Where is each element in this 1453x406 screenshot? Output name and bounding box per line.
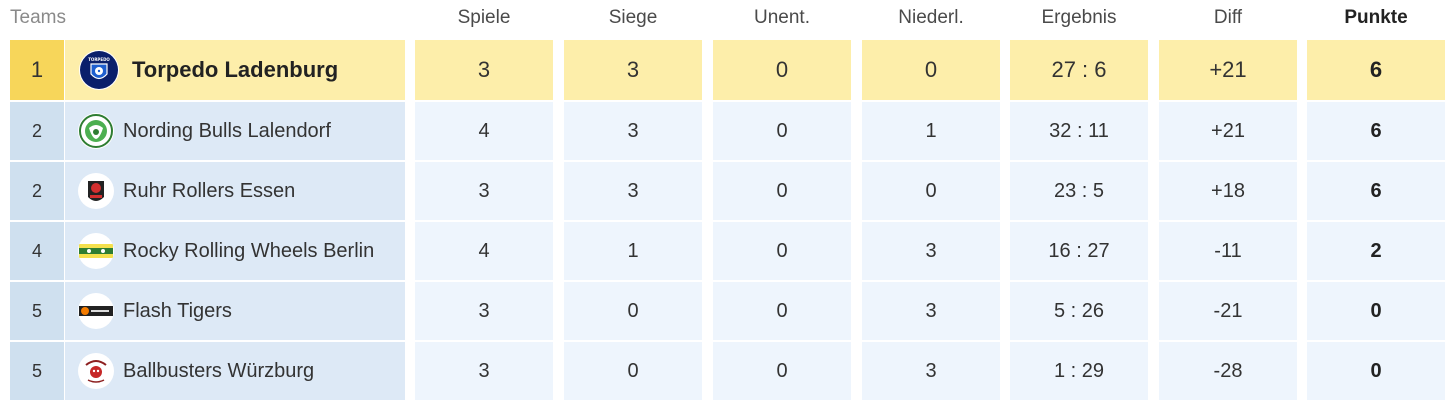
team-name[interactable]: Torpedo Ladenburg [132, 57, 339, 82]
nording-bulls-logo [78, 113, 114, 149]
niederl-value: 3 [862, 342, 1000, 400]
header-diff[interactable]: Diff [1213, 7, 1243, 28]
spiele-value: 3 [415, 342, 553, 400]
diff-value: -28 [1159, 342, 1297, 400]
unent-value: 0 [713, 282, 851, 340]
ergebnis-value: 32 : 11 [1010, 102, 1148, 160]
flash-tigers-logo [78, 293, 114, 329]
table-row[interactable]: 4 Rocky Rolling Wheels Berlin 4 1 0 3 16… [0, 222, 1453, 280]
team-name[interactable]: Flash Tigers [123, 300, 232, 322]
rank: 1 [10, 40, 64, 100]
punkte-value: 6 [1307, 162, 1445, 220]
punkte-value: 0 [1307, 282, 1445, 340]
team-name[interactable]: Rocky Rolling Wheels Berlin [123, 240, 375, 262]
spiele-value: 3 [415, 162, 553, 220]
table-header: Teams Spiele Siege Unent. Niederl. Ergeb… [0, 0, 1453, 36]
rank: 4 [10, 222, 64, 280]
niederl-value: 3 [862, 282, 1000, 340]
diff-value: +18 [1159, 162, 1297, 220]
team-cell[interactable]: Ruhr Rollers Essen [65, 162, 405, 220]
unent-value: 0 [713, 40, 851, 100]
team-cell[interactable]: Nording Bulls Lalendorf [65, 102, 405, 160]
punkte-value: 2 [1307, 222, 1445, 280]
spiele-value: 3 [415, 40, 553, 100]
table-row[interactable]: 5 Ballbusters Würzburg 3 0 0 3 1 : 29 -2… [0, 342, 1453, 400]
table-row[interactable]: 2 Ruhr Rollers Essen 3 3 0 0 23 : 5 +18 … [0, 162, 1453, 220]
niederl-value: 0 [862, 162, 1000, 220]
punkte-value: 0 [1307, 342, 1445, 400]
unent-value: 0 [713, 342, 851, 400]
ergebnis-value: 16 : 27 [1010, 222, 1148, 280]
unent-value: 0 [713, 162, 851, 220]
siege-value: 3 [564, 102, 702, 160]
ballbusters-logo [78, 353, 114, 389]
diff-value: -21 [1159, 282, 1297, 340]
table-row[interactable]: 5 Flash Tigers 3 0 0 3 5 : 26 -21 0 [0, 282, 1453, 340]
spiele-value: 3 [415, 282, 553, 340]
rank: 5 [10, 282, 64, 340]
rank: 5 [10, 342, 64, 400]
spiele-value: 4 [415, 102, 553, 160]
header-ergebnis[interactable]: Ergebnis [1041, 7, 1117, 28]
punkte-value: 6 [1307, 102, 1445, 160]
ruhr-rollers-logo [78, 173, 114, 209]
niederl-value: 0 [862, 40, 1000, 100]
niederl-value: 3 [862, 222, 1000, 280]
punkte-value: 6 [1307, 40, 1445, 100]
team-cell[interactable]: Flash Tigers [65, 282, 405, 340]
siege-value: 3 [564, 40, 702, 100]
team-name[interactable]: Ballbusters Würzburg [123, 360, 315, 382]
diff-value: -11 [1159, 222, 1297, 280]
niederl-value: 1 [862, 102, 1000, 160]
header-spiele[interactable]: Spiele [457, 7, 511, 28]
rocky-rolling-wheels-logo [78, 233, 114, 269]
ergebnis-value: 5 : 26 [1010, 282, 1148, 340]
unent-value: 0 [713, 222, 851, 280]
table-row[interactable]: 2 Nording Bulls Lalendorf 4 3 0 1 32 : 1… [0, 102, 1453, 160]
torpedo-ladenburg-logo: TORPEDO [79, 50, 119, 90]
svg-text:TORPEDO: TORPEDO [88, 57, 110, 62]
header-unent[interactable]: Unent. [754, 7, 810, 28]
diff-value: +21 [1159, 102, 1297, 160]
siege-value: 0 [564, 342, 702, 400]
rank: 2 [10, 102, 64, 160]
siege-value: 3 [564, 162, 702, 220]
rank: 2 [10, 162, 64, 220]
ergebnis-value: 27 : 6 [1010, 40, 1148, 100]
spiele-value: 4 [415, 222, 553, 280]
diff-value: +21 [1159, 40, 1297, 100]
header-niederl[interactable]: Niederl. [898, 7, 964, 28]
team-cell[interactable]: Rocky Rolling Wheels Berlin [65, 222, 405, 280]
ergebnis-value: 1 : 29 [1010, 342, 1148, 400]
team-name[interactable]: Nording Bulls Lalendorf [123, 120, 331, 142]
siege-value: 1 [564, 222, 702, 280]
siege-value: 0 [564, 282, 702, 340]
header-siege[interactable]: Siege [608, 7, 658, 28]
table-row[interactable]: 1 TORPEDO Torpedo Ladenburg 3 3 0 0 27 :… [0, 40, 1453, 100]
team-name[interactable]: Ruhr Rollers Essen [123, 180, 296, 202]
ergebnis-value: 23 : 5 [1010, 162, 1148, 220]
team-cell[interactable]: Ballbusters Würzburg [65, 342, 405, 400]
unent-value: 0 [713, 102, 851, 160]
header-punkte[interactable]: Punkte [1344, 7, 1408, 28]
header-teams: Teams [10, 7, 66, 28]
team-cell[interactable]: TORPEDO Torpedo Ladenburg [65, 40, 405, 100]
